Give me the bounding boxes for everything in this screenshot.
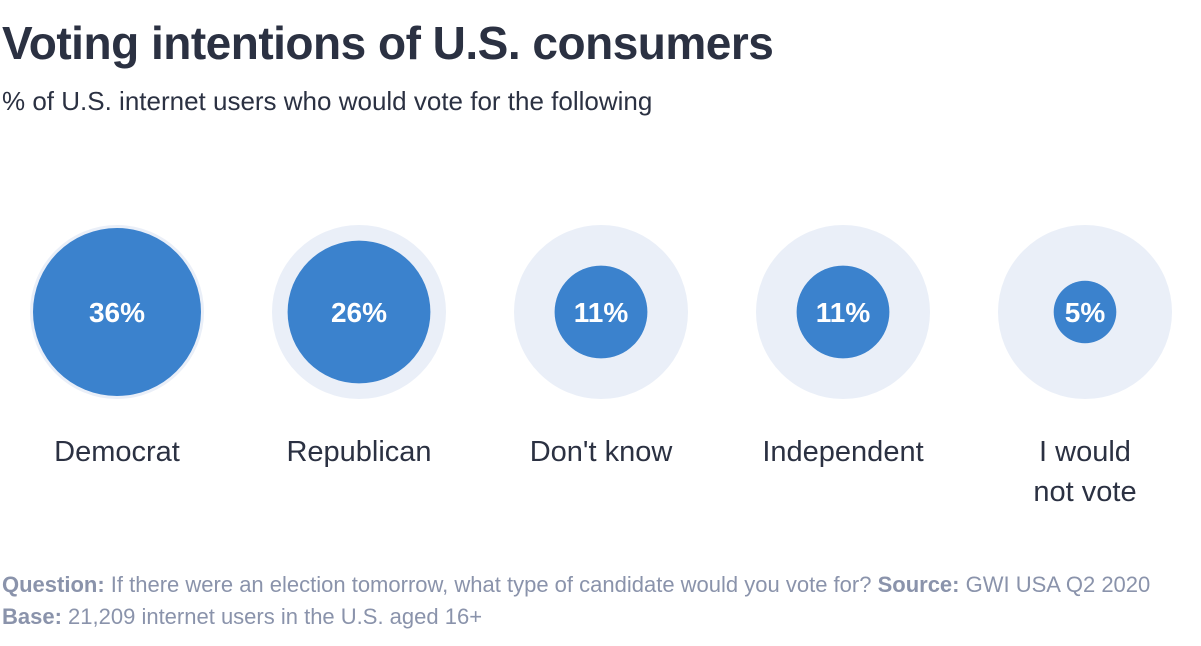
footnote: Question: If there were an election tomo… <box>2 569 1192 633</box>
value-label-i-would-not-vote: 5% <box>1065 297 1106 328</box>
category-label-republican: Republican <box>286 436 432 468</box>
category-label-independent: Independent <box>762 436 924 468</box>
value-label-democrat: 36% <box>89 297 145 328</box>
question-label: Question: <box>2 572 105 597</box>
bubble-don-t-know <box>554 265 648 359</box>
category-label-don-t-know: Don't know <box>529 436 673 468</box>
base-text: 21,209 internet users in the U.S. aged 1… <box>68 604 483 629</box>
bubble-chart-canvas: 36% 26% 11% 11% 5% <box>30 225 1172 399</box>
bubble-republican <box>287 240 431 384</box>
bubble-i-would-not-vote <box>1053 280 1117 344</box>
bubble-democrat <box>33 228 201 396</box>
value-label-don-t-know: 11% <box>574 297 629 328</box>
source-text: GWI USA Q2 2020 <box>965 572 1151 597</box>
bubble-chart: 36% 26% 11% 11% 5% Democrat Republican Don't k… <box>0 214 1201 514</box>
category-label-i-would-not-vote: I would not vote <box>1033 436 1137 508</box>
chart-subtitle: % of U.S. internet users who would vote … <box>2 86 653 116</box>
category-label-democrat: Democrat <box>54 436 180 468</box>
question-text: If there were an election tomorrow, what… <box>110 572 872 597</box>
base-label: Base: <box>2 604 62 629</box>
chart-title: Voting intentions of U.S. consumers <box>2 17 774 69</box>
bubble-independent <box>796 265 890 359</box>
value-label-independent: 11% <box>816 297 871 328</box>
source-label: Source: <box>877 572 960 597</box>
value-label-republican: 26% <box>331 297 387 328</box>
